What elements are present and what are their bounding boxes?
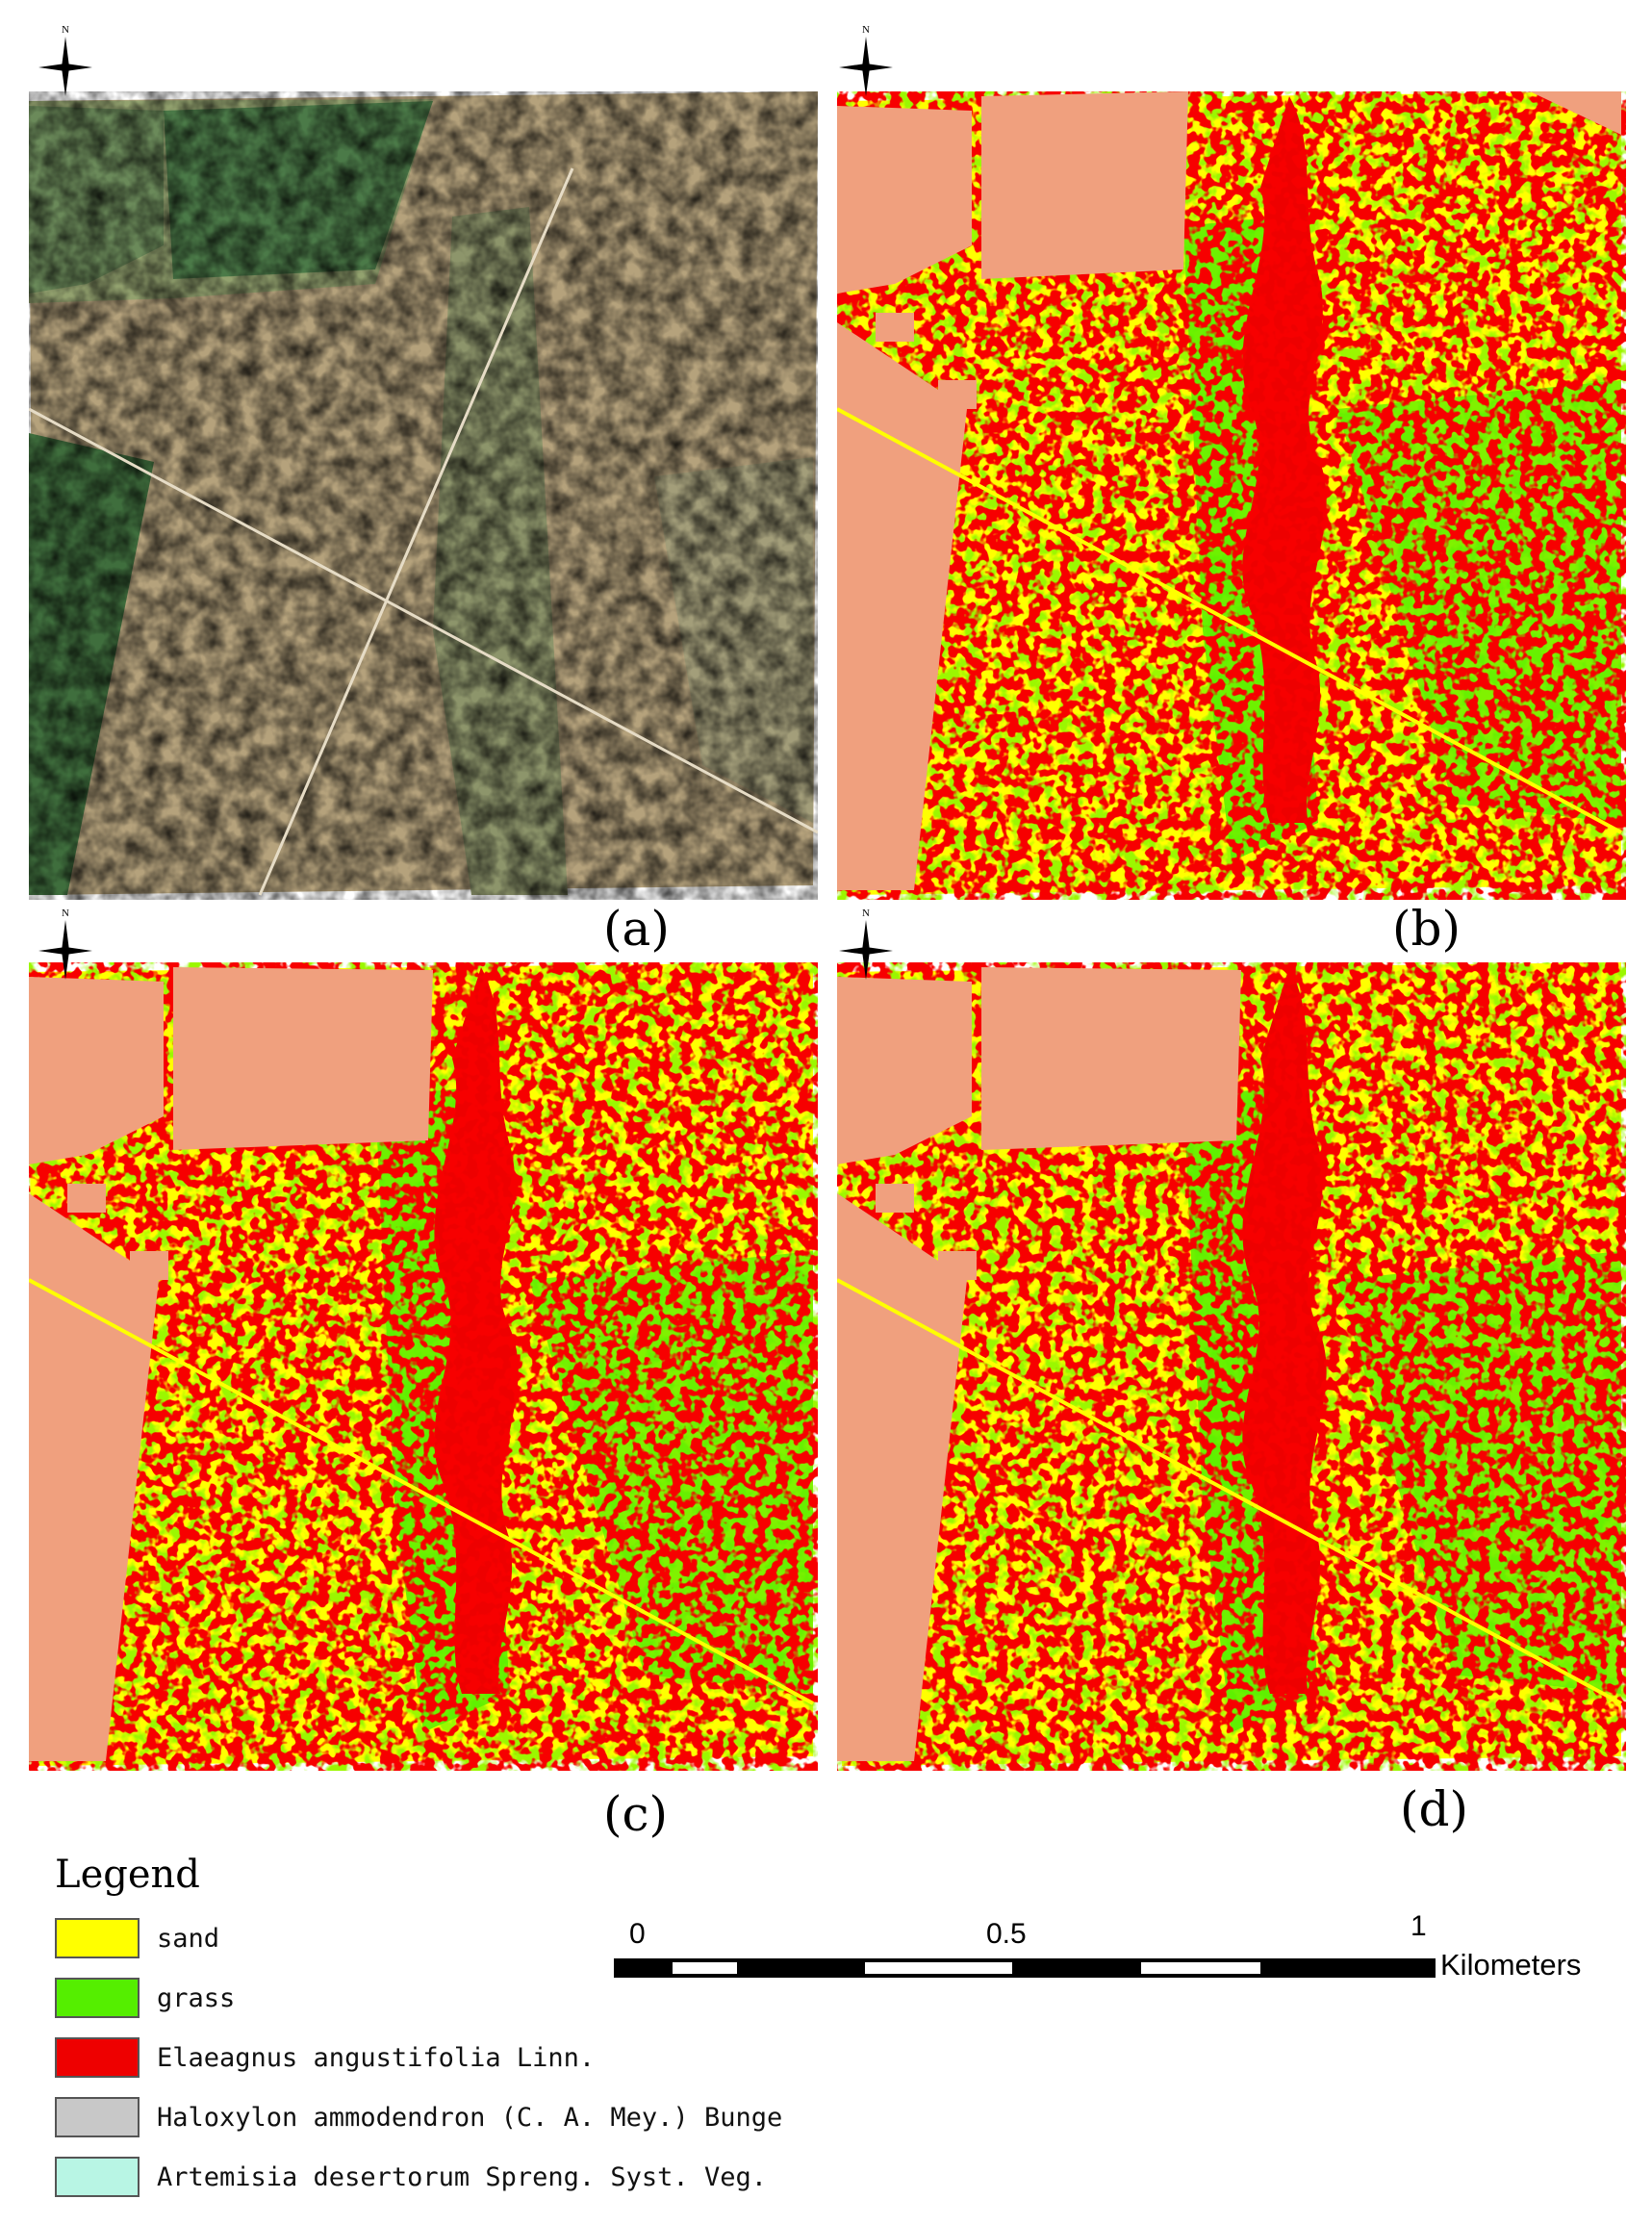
svg-text:N: N: [62, 24, 69, 36]
svg-text:N: N: [862, 24, 870, 36]
north-arrow-icon: N: [37, 21, 94, 98]
legend-item-elaeagnus: Elaeagnus angustifolia Linn.: [55, 2034, 595, 2081]
legend-label: Elaeagnus angustifolia Linn.: [157, 2042, 596, 2073]
legend-label: Haloxylon ammodendron (C. A. Mey.) Bunge: [157, 2102, 783, 2133]
legend-item-sand: sand: [55, 1915, 219, 1961]
legend-label: grass: [157, 1982, 236, 2013]
svg-text:N: N: [62, 908, 69, 919]
legend-item-grass: grass: [55, 1975, 235, 2021]
north-arrow-icon: N: [837, 905, 895, 982]
legend-title: Legend: [55, 1853, 200, 1897]
legend-swatch: [55, 2097, 140, 2137]
panel-label-d: (d): [1400, 1781, 1469, 1837]
legend-item-haloxylon: Haloxylon ammodendron (C. A. Mey.) Bunge: [55, 2094, 782, 2140]
scale-unit-label: Kilometers: [1440, 1948, 1582, 1982]
panel-label-c: (c): [603, 1786, 669, 1842]
legend-swatch: [55, 2157, 140, 2197]
legend-swatch: [55, 1978, 140, 2018]
panel-d-classification-map: [837, 962, 1626, 1771]
scale-bar: [614, 1958, 1436, 1978]
panel-label-a: (a): [603, 901, 670, 957]
legend-label: Artemisia desertorum Spreng. Syst. Veg.: [157, 2161, 767, 2192]
scale-tick-label-0-5: 0.5: [986, 1918, 1027, 1950]
north-arrow-icon: N: [37, 905, 94, 982]
legend-swatch: [55, 1918, 140, 1958]
north-arrow-icon: N: [837, 21, 895, 98]
panel-a-aerial-photo: [29, 91, 818, 900]
legend-label: sand: [157, 1923, 220, 1954]
scale-tick-label-0: 0: [629, 1918, 646, 1950]
panel-b-classification-map: [837, 91, 1626, 900]
panel-c-classification-map: [29, 962, 818, 1771]
svg-text:N: N: [862, 908, 870, 919]
panel-label-b: (b): [1392, 901, 1461, 957]
scale-tick-label-1: 1: [1411, 1910, 1427, 1942]
legend-swatch: [55, 2037, 140, 2078]
legend-item-artemisia: Artemisia desertorum Spreng. Syst. Veg.: [55, 2154, 767, 2200]
